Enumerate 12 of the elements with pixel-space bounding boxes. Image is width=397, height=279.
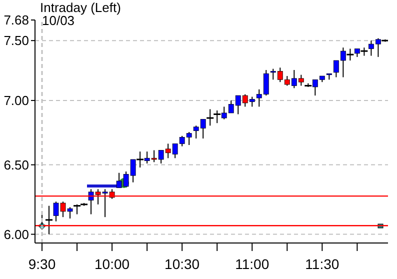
x-tick-label: 10:30: [164, 256, 200, 272]
x-tick-label: 10:00: [94, 256, 130, 272]
y-tick-label: 7.50: [4, 33, 29, 48]
y-tick-label: 7.68: [4, 12, 29, 28]
x-tick-label: 9:30: [28, 256, 56, 272]
y-tick-label: 6.50: [4, 157, 29, 172]
x-tick-label: 11:00: [235, 256, 270, 272]
y-tick-label: 7.00: [4, 93, 29, 108]
chart-title: Intraday (Left): [40, 0, 121, 15]
x-tick-label: 11:30: [305, 256, 340, 272]
y-tick-label: 6.00: [4, 226, 29, 242]
chart-subtitle: 10/03: [42, 13, 75, 28]
